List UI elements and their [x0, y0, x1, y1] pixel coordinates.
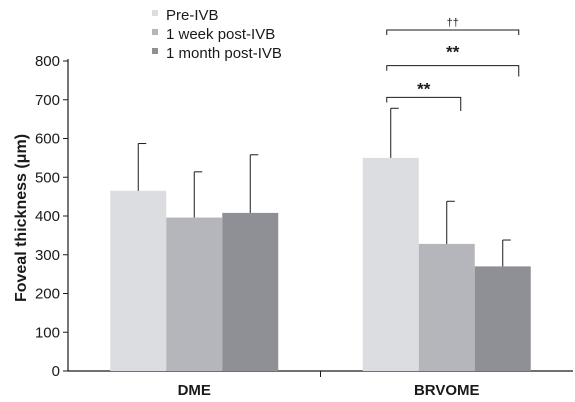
- x-category-label: DME: [178, 382, 211, 399]
- significance-label: **: [446, 43, 460, 62]
- y-tick-label: 200: [35, 286, 60, 303]
- axes: 0 100 200 300 400 500 600 700 800 DME BRVOME: [35, 53, 573, 399]
- bar: [362, 157, 419, 371]
- legend-swatch: [152, 10, 158, 16]
- legend-label: Pre-IVB: [166, 7, 219, 24]
- legend-swatch: [152, 29, 158, 35]
- y-tick-label: 500: [35, 169, 60, 186]
- bracket-pre-vs-1month: [386, 65, 520, 77]
- bar: [474, 266, 531, 371]
- legend-swatch: [152, 48, 158, 54]
- bar: [166, 217, 223, 371]
- legend-label: 1 week post-IVB: [166, 26, 275, 43]
- bar: [110, 190, 167, 371]
- y-tick-label: 300: [35, 247, 60, 264]
- y-tick-label: 100: [35, 324, 60, 341]
- bracket-pre-vs-1week: [386, 96, 462, 111]
- y-tick-label: 600: [35, 131, 60, 148]
- error-bars: [137, 107, 511, 267]
- significance-label: ††: [447, 17, 459, 29]
- y-tick-label: 700: [35, 92, 60, 109]
- x-category-label: BRVOME: [414, 382, 480, 399]
- y-tick-label: 800: [35, 53, 60, 70]
- bracket-daggers: [386, 29, 520, 36]
- bars: [110, 157, 531, 371]
- y-tick-label: 400: [35, 208, 60, 225]
- bar: [222, 212, 279, 371]
- significance-brackets: ** ** ††: [386, 17, 520, 111]
- y-tick-label: 0: [52, 363, 60, 380]
- legend: Pre-IVB 1 week post-IVB 1 month post-IVB: [152, 7, 282, 62]
- y-axis-label: Foveal thickness (μm): [13, 134, 30, 302]
- legend-label: 1 month post-IVB: [166, 45, 282, 62]
- significance-label: **: [417, 79, 431, 98]
- bar: [418, 243, 475, 371]
